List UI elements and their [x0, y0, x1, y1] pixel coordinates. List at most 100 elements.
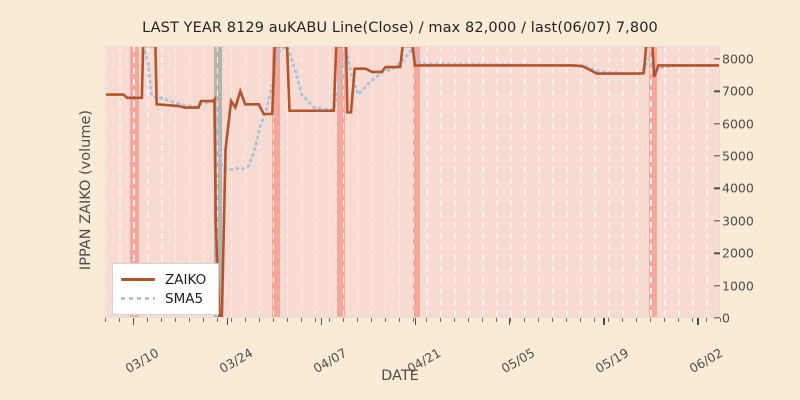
gridline [552, 46, 554, 318]
y-tick-mark [714, 317, 720, 319]
gridline [468, 46, 470, 318]
gridline [496, 46, 498, 318]
gridline [216, 46, 219, 318]
x-minor-tick [105, 318, 106, 322]
gridline [356, 46, 359, 318]
x-minor-tick [258, 318, 260, 322]
gridline [188, 46, 191, 318]
y-tick-mark [714, 220, 720, 222]
gridline [636, 46, 638, 318]
highlight-band [412, 46, 421, 318]
x-minor-tick [412, 318, 414, 322]
page-title: LAST YEAR 8129 auKABU Line(Close) / max … [142, 20, 658, 36]
gridline [160, 46, 163, 318]
x-minor-tick [244, 318, 246, 322]
legend-label: ZAIKO [165, 271, 207, 288]
x-minor-tick [482, 318, 484, 322]
y-tick-mark [714, 284, 720, 287]
gridline [664, 46, 666, 318]
y-tick-label: 7000 [722, 83, 754, 99]
gridline [622, 46, 624, 318]
y-tick-mark [714, 123, 720, 125]
gridline [692, 46, 694, 318]
x-minor-tick [356, 318, 358, 322]
highlight-band [648, 46, 657, 318]
gridline [370, 46, 373, 318]
x-minor-tick [594, 318, 596, 322]
gridline [118, 46, 121, 318]
gridline [286, 46, 289, 318]
series-layer [105, 46, 720, 318]
gridline [482, 46, 484, 318]
gridline [706, 46, 708, 318]
x-minor-tick [146, 318, 148, 322]
gridline [426, 46, 429, 318]
x-minor-tick [272, 318, 274, 322]
x-minor-tick [566, 318, 568, 322]
y-tick-label: 3000 [722, 213, 754, 229]
gridline [146, 46, 149, 318]
gridline [454, 46, 457, 318]
x-major-tick [697, 318, 699, 325]
x-minor-tick [342, 318, 344, 322]
x-minor-tick [216, 318, 218, 322]
x-minor-tick [314, 318, 316, 322]
x-major-tick [132, 318, 135, 325]
x-minor-tick [706, 318, 708, 322]
x-minor-tick [608, 318, 610, 322]
gridline [202, 46, 205, 318]
x-minor-tick [636, 318, 638, 322]
gridline [608, 46, 610, 318]
x-minor-tick [524, 318, 526, 322]
y-tick-label: 0 [722, 310, 730, 326]
x-minor-tick [384, 318, 386, 322]
line-swatch-icon [121, 274, 155, 286]
x-minor-tick [300, 318, 302, 322]
x-minor-tick [552, 318, 554, 322]
gridline [538, 46, 540, 318]
y-tick-label: 4000 [722, 180, 754, 196]
gridline [230, 46, 233, 318]
gridline [510, 46, 512, 318]
y-tick-mark [714, 155, 720, 157]
gridline [566, 46, 568, 318]
x-minor-tick [202, 318, 204, 322]
gridline [398, 46, 401, 318]
y-tick-label: 5000 [722, 148, 754, 164]
y-tick-label: 2000 [722, 245, 754, 261]
legend[interactable]: ZAIKO SMA5 [112, 263, 220, 315]
gridline [272, 46, 275, 318]
x-minor-tick [468, 318, 470, 322]
gridline [342, 46, 345, 318]
legend-item-sma5[interactable]: SMA5 [121, 289, 206, 308]
x-minor-tick [286, 318, 288, 322]
gridline [594, 46, 596, 318]
x-minor-tick [188, 318, 190, 322]
gridline [314, 46, 317, 318]
y-tick-mark [714, 187, 720, 190]
dotted-line-swatch-icon [121, 293, 155, 305]
x-minor-tick [678, 318, 680, 322]
x-axis-title: DATE [381, 368, 419, 384]
x-major-tick [509, 318, 511, 325]
x-major-tick [226, 318, 229, 325]
y-tick-label: 6000 [722, 116, 754, 132]
gridline [650, 46, 652, 318]
gridline [244, 46, 247, 318]
x-minor-tick [622, 318, 624, 322]
gridline [412, 46, 415, 318]
y-tick-mark [714, 90, 720, 93]
x-minor-tick [580, 318, 582, 322]
y-tick-mark [714, 252, 720, 254]
y-tick-mark [714, 58, 720, 60]
gridline [580, 46, 582, 318]
x-minor-tick [650, 318, 652, 322]
gridline [384, 46, 387, 318]
x-minor-tick [160, 318, 162, 322]
highlight-band [272, 46, 281, 318]
gridline [440, 46, 443, 318]
legend-item-zaiko[interactable]: ZAIKO [121, 270, 206, 289]
x-minor-tick [720, 318, 721, 322]
gridline [300, 46, 303, 318]
